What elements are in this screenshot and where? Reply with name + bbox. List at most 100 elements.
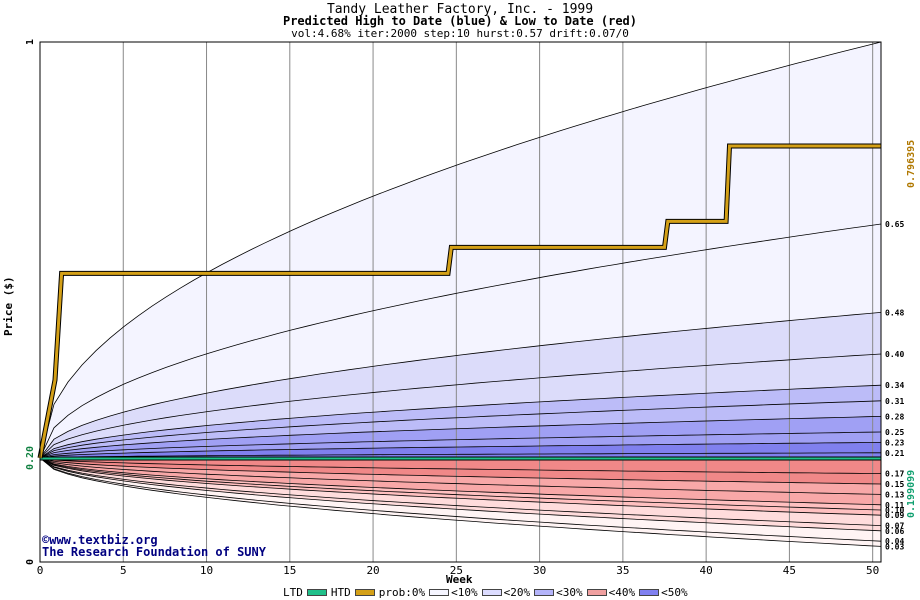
quantile-line-11 xyxy=(39,457,882,485)
high-band-5 xyxy=(40,400,881,458)
quantile-label-6: 0.28 xyxy=(885,412,904,421)
quantile-line-5 xyxy=(39,400,882,459)
quantile-line-14 xyxy=(39,457,882,511)
quantile-label-5: 0.31 xyxy=(885,397,904,406)
x-axis-label: Week xyxy=(446,573,473,586)
high-band-2 xyxy=(40,312,881,458)
high-band-3 xyxy=(40,354,881,458)
quantile-line-16 xyxy=(39,457,882,526)
legend-htd-label: HTD xyxy=(330,586,351,599)
high-band-0 xyxy=(40,42,881,458)
low-band-5 xyxy=(40,458,881,516)
x-tick-label-2: 10 xyxy=(200,564,213,577)
legend-htd-swatch xyxy=(354,589,375,596)
chart-title: Tandy Leather Factory, Inc. - 1999 xyxy=(326,2,594,17)
low-band-8 xyxy=(40,458,881,542)
y-tick-label-0: 0 xyxy=(25,559,36,565)
legend-prob-label: prob:0% xyxy=(378,586,426,599)
y-axis-label: Price ($) xyxy=(2,276,15,336)
quantile-line-0 xyxy=(39,41,882,459)
quantile-label-18: 0.04 xyxy=(885,537,904,546)
x-tick-label-6: 30 xyxy=(533,564,546,577)
plot-frame xyxy=(39,41,882,563)
legend-swatch-1 xyxy=(481,589,502,596)
quantile-label-1: 0.65 xyxy=(885,220,904,229)
htd-line xyxy=(38,144,881,459)
legend-item-2: <30% xyxy=(532,586,583,599)
quantile-line-13 xyxy=(39,457,882,506)
x-tick-label-0: 0 xyxy=(37,564,44,577)
credit-org: The Research Foundation of SUNY xyxy=(42,545,266,559)
low-band-0 xyxy=(40,458,881,474)
right-high-label: 0.796395 xyxy=(906,139,917,188)
quantile-line-9 xyxy=(39,452,881,459)
legend-swatch-2 xyxy=(534,589,555,596)
quantile-label-13: 0.11 xyxy=(885,501,904,510)
quantile-line-18 xyxy=(39,457,882,542)
quantile-label-15: 0.09 xyxy=(885,511,904,520)
legend-item-0: <10% xyxy=(427,586,478,599)
legend-item-1: <20% xyxy=(480,586,531,599)
low-band-3 xyxy=(40,458,881,505)
y-tick-label-2: 1 xyxy=(25,39,36,45)
low-band-7 xyxy=(40,458,881,531)
quantile-line-3 xyxy=(39,353,882,459)
low-band-9 xyxy=(40,458,881,547)
quantile-label-16: 0.07 xyxy=(885,522,904,531)
high-band-7 xyxy=(40,432,881,458)
legend-swatch-3 xyxy=(586,589,607,596)
right-low-label: 0.199099 xyxy=(906,469,917,518)
quantile-label-8: 0.23 xyxy=(885,438,904,447)
quantile-label-12: 0.13 xyxy=(885,490,904,499)
high-band-4 xyxy=(40,385,881,458)
quantile-label-2: 0.48 xyxy=(885,308,904,317)
x-tick-label-3: 15 xyxy=(283,564,296,577)
high-band-1 xyxy=(40,224,881,458)
x-tick-label-10: 50 xyxy=(866,564,879,577)
quantile-label-14: 0.10 xyxy=(885,506,904,515)
quantile-label-9: 0.21 xyxy=(885,449,904,458)
legend-item-1-label: <20% xyxy=(503,586,531,599)
legend-item-4-label: <50% xyxy=(661,586,688,599)
quantile-line-15 xyxy=(39,457,882,516)
legend-item-3-label: <40% xyxy=(608,586,636,599)
quantile-line-10 xyxy=(39,457,882,474)
quantile-label-10: 0.17 xyxy=(885,470,904,479)
x-tick-label-7: 35 xyxy=(616,564,629,577)
high-band-8 xyxy=(40,442,881,458)
x-tick-label-4: 20 xyxy=(366,564,379,577)
legend-item-4: <50% xyxy=(637,586,688,599)
quantile-label-17: 0.06 xyxy=(885,527,904,536)
quantile-line-6 xyxy=(39,416,882,459)
quantile-line-7 xyxy=(39,431,882,459)
x-tick-label-8: 40 xyxy=(700,564,713,577)
quantile-label-7: 0.25 xyxy=(885,428,904,437)
low-band-2 xyxy=(40,458,881,495)
quantile-line-2 xyxy=(39,312,882,459)
x-tick-label-5: 25 xyxy=(450,564,463,577)
low-band-1 xyxy=(40,458,881,484)
legend-ltd-label: LTD xyxy=(283,586,303,599)
low-band-6 xyxy=(40,458,881,526)
quantile-line-12 xyxy=(39,457,882,495)
chart-subtitle: Predicted High to Date (blue) & Low to D… xyxy=(282,14,637,28)
legend-ltd-swatch xyxy=(306,589,327,596)
chart-params: vol:4.68% iter:2000 step:10 hurst:0.57 d… xyxy=(291,27,629,40)
x-tick-label-1: 5 xyxy=(120,564,127,577)
x-tick-label-9: 45 xyxy=(783,564,796,577)
credit-site: ©www.textbiz.org xyxy=(42,533,158,547)
quantile-label-11: 0.15 xyxy=(885,480,904,489)
legend-item-2-label: <30% xyxy=(556,586,583,599)
quantile-line-8 xyxy=(39,442,882,459)
high-band-6 xyxy=(40,416,881,458)
low-band-4 xyxy=(40,458,881,510)
quantile-line-4 xyxy=(39,384,882,459)
legend-item-3: <40% xyxy=(585,586,636,599)
quantile-line-19 xyxy=(39,457,882,547)
quantile-label-3: 0.40 xyxy=(885,350,904,359)
quantile-label-19: 0.03 xyxy=(885,542,904,551)
legend-item-0-label: <10% xyxy=(451,586,478,599)
quantile-label-4: 0.34 xyxy=(885,381,904,390)
